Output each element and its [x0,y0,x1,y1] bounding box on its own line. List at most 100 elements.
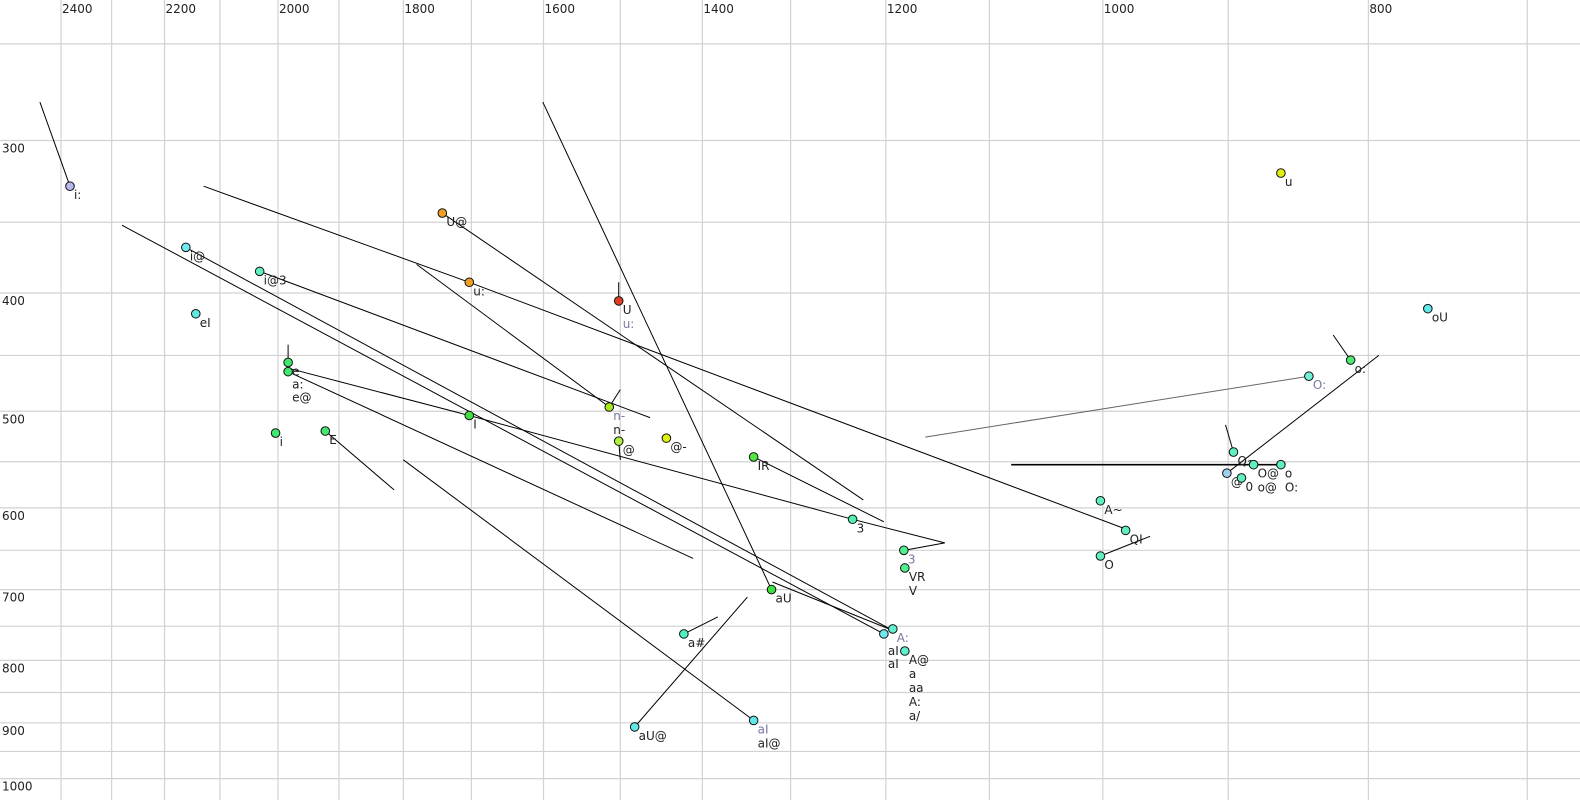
vowel-label: I [473,417,477,431]
axis-ticks: 2400 2200 2000 1800 1600 1400 1200 1000 800 300 40… [2,2,1392,794]
formant-trajectory [203,185,1130,531]
vowel-point: A~ [1095,495,1123,517]
vowel-marker [65,181,75,192]
vowel-point: VRV [900,563,925,598]
vowel-point: n-n- [604,402,625,437]
vowel-point: aU [766,584,792,606]
vowel-label: i@3 [264,273,287,287]
vowel-marker [464,410,475,421]
vowel-label: O@ [1258,467,1279,481]
vowel-marker [661,433,672,443]
formant-trajectory [121,224,885,635]
vowel-point: O@o@ [1248,459,1279,495]
vowel-point: u: [464,277,485,298]
vowel-label: i@ [190,249,205,263]
vowel-label: aU [776,592,792,606]
vowel-label: aa [909,681,924,695]
vowel-marker [604,402,615,412]
vowel-marker [888,624,898,634]
vowel-label: n- [613,423,625,437]
vowel-label: a/ [909,709,921,723]
vowel-marker [437,208,448,218]
vowel-label: @ [623,443,635,457]
vowel-label: 3 [908,552,916,566]
vowel-point: QI [1120,525,1143,546]
vowel-point: A: [888,624,909,645]
vowel-label: V [909,584,918,598]
vowel-label: U@ [446,215,467,229]
vowel-marker [847,514,858,525]
vowel-label: o [1285,467,1292,481]
vowel-label: i: [74,188,81,202]
formant-trajectory [403,459,754,721]
vowel-label: O: [1285,481,1298,495]
formant-trajectory [259,270,651,419]
vowel-marker [900,563,910,573]
vowel-marker [1423,303,1433,314]
vowel-label: A@ [909,653,929,667]
vowel-label: e@ [292,390,311,404]
vowel-label: 3 [857,521,865,535]
y-tick-label: 300 [2,142,25,156]
vowel-point: i: [65,181,81,202]
vowel-point: 0 [1236,473,1253,494]
x-tick-label: 2400 [62,2,93,16]
vowel-marker [1222,468,1232,479]
y-tick-label: 800 [2,661,25,675]
vowel-point: U@ [437,208,467,229]
vowel-point: aU@ [629,722,667,743]
formant-trajectory [753,456,885,523]
vowel-marker [679,629,689,639]
vowel-label: aU@ [639,729,667,743]
vowel-marker [748,452,759,462]
vowel-point: oU [1423,303,1448,325]
vowel-point: e [283,357,300,378]
vowel-marker [900,646,910,656]
x-tick-label: 1800 [404,2,435,16]
vowel-label: aI [888,644,899,658]
vowel-marker [879,629,889,639]
formant-trajectory [1226,355,1380,474]
vowel-point: u [1276,168,1293,189]
vowel-point: O: [1304,371,1326,392]
vowel-marker [1120,525,1131,536]
vowel-point: I [464,410,477,431]
vowel-point: IR [748,452,770,473]
vowel-label: O: [1313,378,1326,392]
vowel-label: a# [688,636,705,650]
vowel-marker [1345,355,1356,365]
vowel-label: IR [758,459,770,473]
y-tick-label: 700 [2,591,25,605]
vowel-label: aI@ [758,736,781,750]
vowel-point: E [320,426,337,447]
vowel-label: oU [1432,311,1448,325]
vowel-point: O [1095,551,1114,572]
vowel-point: Uu: [613,296,634,331]
vowel-point: @- [661,433,687,454]
y-tick-label: 500 [2,412,25,426]
formant-trajectory [1100,535,1151,557]
formant-trajectory [287,371,694,559]
vowel-label: o@ [1258,481,1277,495]
vowel-label: eI [200,316,211,330]
vowel-marker [254,266,265,277]
vowel-marker [464,277,475,288]
vowel-marker [748,715,759,726]
vowel-label: n- [613,409,625,423]
y-tick-label: 900 [2,724,25,738]
vowel-point: oO: [1276,459,1298,495]
y-tick-label: 1000 [2,780,33,794]
vowel-label: U [623,303,632,317]
vowel-marker [1228,447,1239,457]
formant-trajectory [185,246,894,631]
formant-trajectory [683,616,719,635]
x-tick-label: 1600 [545,2,576,16]
vowel-marker [613,436,624,446]
vowel-label: A: [909,695,921,709]
vowel-marker [190,308,201,319]
vowel-label: o: [1355,362,1366,376]
vowel-marker [283,357,293,368]
